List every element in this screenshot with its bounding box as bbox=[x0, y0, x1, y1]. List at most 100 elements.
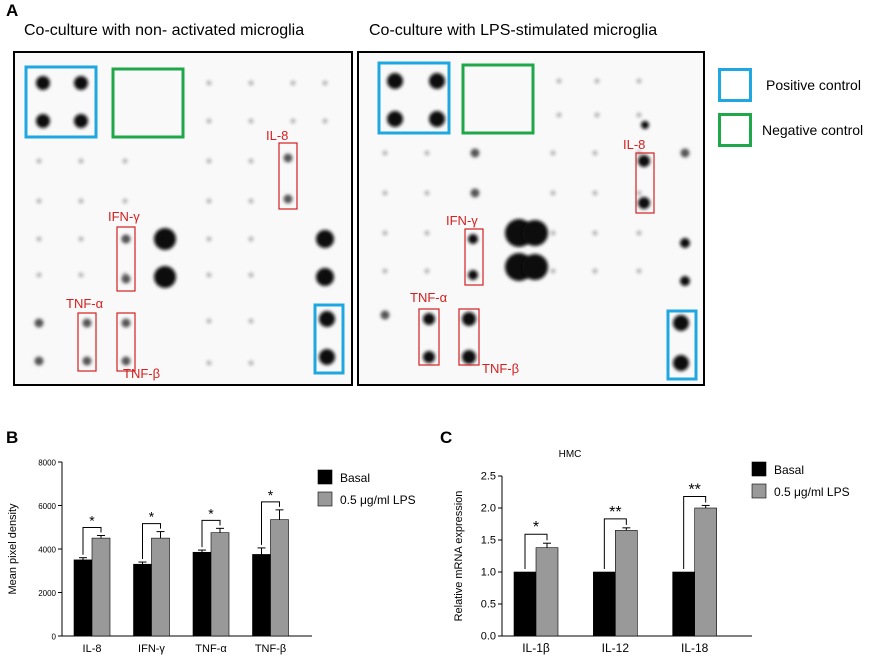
x-tick-label: IL-1β bbox=[522, 641, 550, 655]
strong-dot bbox=[680, 238, 690, 248]
panel-c-chart: HMC 0.0 0.5 1.0 1.5 2.0 2.5 Relative mRNA expre… bbox=[453, 449, 850, 655]
cytokine-dot bbox=[470, 188, 480, 198]
background-dot bbox=[556, 112, 562, 118]
strong-dot bbox=[522, 254, 548, 280]
bar bbox=[73, 559, 93, 637]
x-tick-label: TNF-β bbox=[255, 643, 286, 655]
background-dot bbox=[636, 190, 642, 196]
cytokine-dot bbox=[82, 318, 92, 328]
bar bbox=[513, 571, 537, 637]
cytokine-dot bbox=[121, 318, 131, 328]
right-blot-title: Co-culture with LPS-stimulated microglia bbox=[369, 22, 658, 39]
y-tick-label: 0 bbox=[52, 633, 57, 642]
significance-bracket bbox=[683, 495, 707, 569]
left-blot-image bbox=[24, 65, 345, 375]
background-dot bbox=[206, 360, 212, 366]
strong-dot bbox=[638, 155, 650, 167]
strong-dot bbox=[468, 234, 478, 244]
left-il8-label: IL-8 bbox=[266, 128, 289, 143]
significance-star: ** bbox=[688, 481, 700, 498]
panel-c-letter: C bbox=[440, 428, 453, 447]
cytokine-dot bbox=[121, 274, 131, 284]
background-dot bbox=[206, 118, 212, 124]
background-dot bbox=[206, 318, 212, 324]
y-tick-label: 6000 bbox=[38, 502, 56, 511]
x-tick-label: IL-12 bbox=[602, 641, 630, 655]
significance-star: * bbox=[89, 513, 95, 529]
legend-label: Basal bbox=[340, 471, 370, 485]
strong-dot bbox=[468, 270, 478, 280]
background-dot bbox=[248, 236, 254, 242]
cytokine-dot bbox=[283, 194, 293, 204]
background-dot bbox=[206, 272, 212, 278]
legend-swatch bbox=[317, 469, 333, 485]
strong-dot bbox=[423, 313, 435, 325]
left-tnfa-label: TNF-α bbox=[66, 296, 104, 311]
bar bbox=[535, 547, 559, 637]
cytokine-dot bbox=[34, 356, 44, 366]
y-tick-label: 0.0 bbox=[481, 631, 496, 643]
panel-a-letter: A bbox=[6, 1, 19, 20]
significance-bracket bbox=[201, 519, 221, 548]
significance-star: ** bbox=[609, 504, 621, 521]
background-dot bbox=[550, 268, 556, 274]
background-dot bbox=[36, 198, 42, 204]
legend-swatch bbox=[317, 491, 333, 507]
strong-dot bbox=[319, 311, 335, 327]
background-dot bbox=[424, 230, 430, 236]
y-tick-label: 1.0 bbox=[481, 567, 496, 579]
strong-dot bbox=[638, 197, 650, 209]
background-dot bbox=[636, 268, 642, 274]
right-tnfa-box bbox=[418, 308, 440, 366]
left-ifng-label: IFN-γ bbox=[108, 209, 140, 224]
cytokine-dot bbox=[121, 234, 131, 244]
positive-control-swatch bbox=[718, 68, 752, 102]
background-dot bbox=[382, 190, 388, 196]
x-tick-label: IL-8 bbox=[83, 643, 102, 655]
background-dot bbox=[592, 190, 598, 196]
positive-control-label: Positive control bbox=[766, 77, 861, 93]
strong-dot bbox=[462, 312, 476, 326]
y-tick-label: 1.5 bbox=[481, 535, 496, 547]
strong-dot bbox=[74, 76, 88, 90]
background-dot bbox=[636, 230, 642, 236]
background-dot bbox=[322, 118, 328, 124]
bar bbox=[615, 530, 638, 637]
right-blot-image bbox=[377, 61, 698, 381]
x-tick-label: IL-18 bbox=[681, 641, 709, 655]
strong-dot bbox=[316, 268, 334, 286]
right-negative-control-box bbox=[461, 63, 535, 135]
background-dot bbox=[636, 78, 642, 84]
right-il8-label: IL-8 bbox=[623, 137, 646, 152]
background-dot bbox=[36, 236, 42, 242]
strong-dot bbox=[319, 349, 335, 365]
bar bbox=[151, 537, 170, 637]
legend-label: Basal bbox=[774, 463, 804, 477]
bar bbox=[694, 507, 717, 637]
background-dot bbox=[556, 78, 562, 84]
background-dot bbox=[382, 268, 388, 274]
background-dot bbox=[36, 158, 42, 164]
y-axis-label: Relative mRNA expression bbox=[453, 491, 465, 622]
background-dot bbox=[206, 198, 212, 204]
cytokine-dot bbox=[121, 356, 131, 366]
background-dot bbox=[382, 230, 388, 236]
panel-b-chart: 0 2000 4000 6000 8000 Mean pixel density IL-8 *… bbox=[7, 459, 416, 656]
significance-bracket bbox=[603, 518, 627, 569]
strong-dot bbox=[387, 111, 403, 127]
background-dot bbox=[78, 236, 84, 242]
strong-dot bbox=[423, 351, 435, 363]
cytokine-dot bbox=[470, 148, 480, 158]
background-dot bbox=[592, 150, 598, 156]
background-dot bbox=[248, 198, 254, 204]
cytokine-dot bbox=[283, 153, 293, 163]
left-blot-title: Co-culture with non- activated microglia bbox=[24, 22, 305, 39]
background-dot bbox=[206, 80, 212, 86]
bar bbox=[192, 551, 212, 637]
right-positive-control-box bbox=[377, 61, 451, 135]
bar bbox=[210, 532, 230, 637]
y-tick-label: 8000 bbox=[38, 459, 56, 468]
right-ifng-box bbox=[464, 228, 484, 286]
strong-dot bbox=[680, 276, 690, 286]
strong-dot bbox=[154, 266, 176, 288]
